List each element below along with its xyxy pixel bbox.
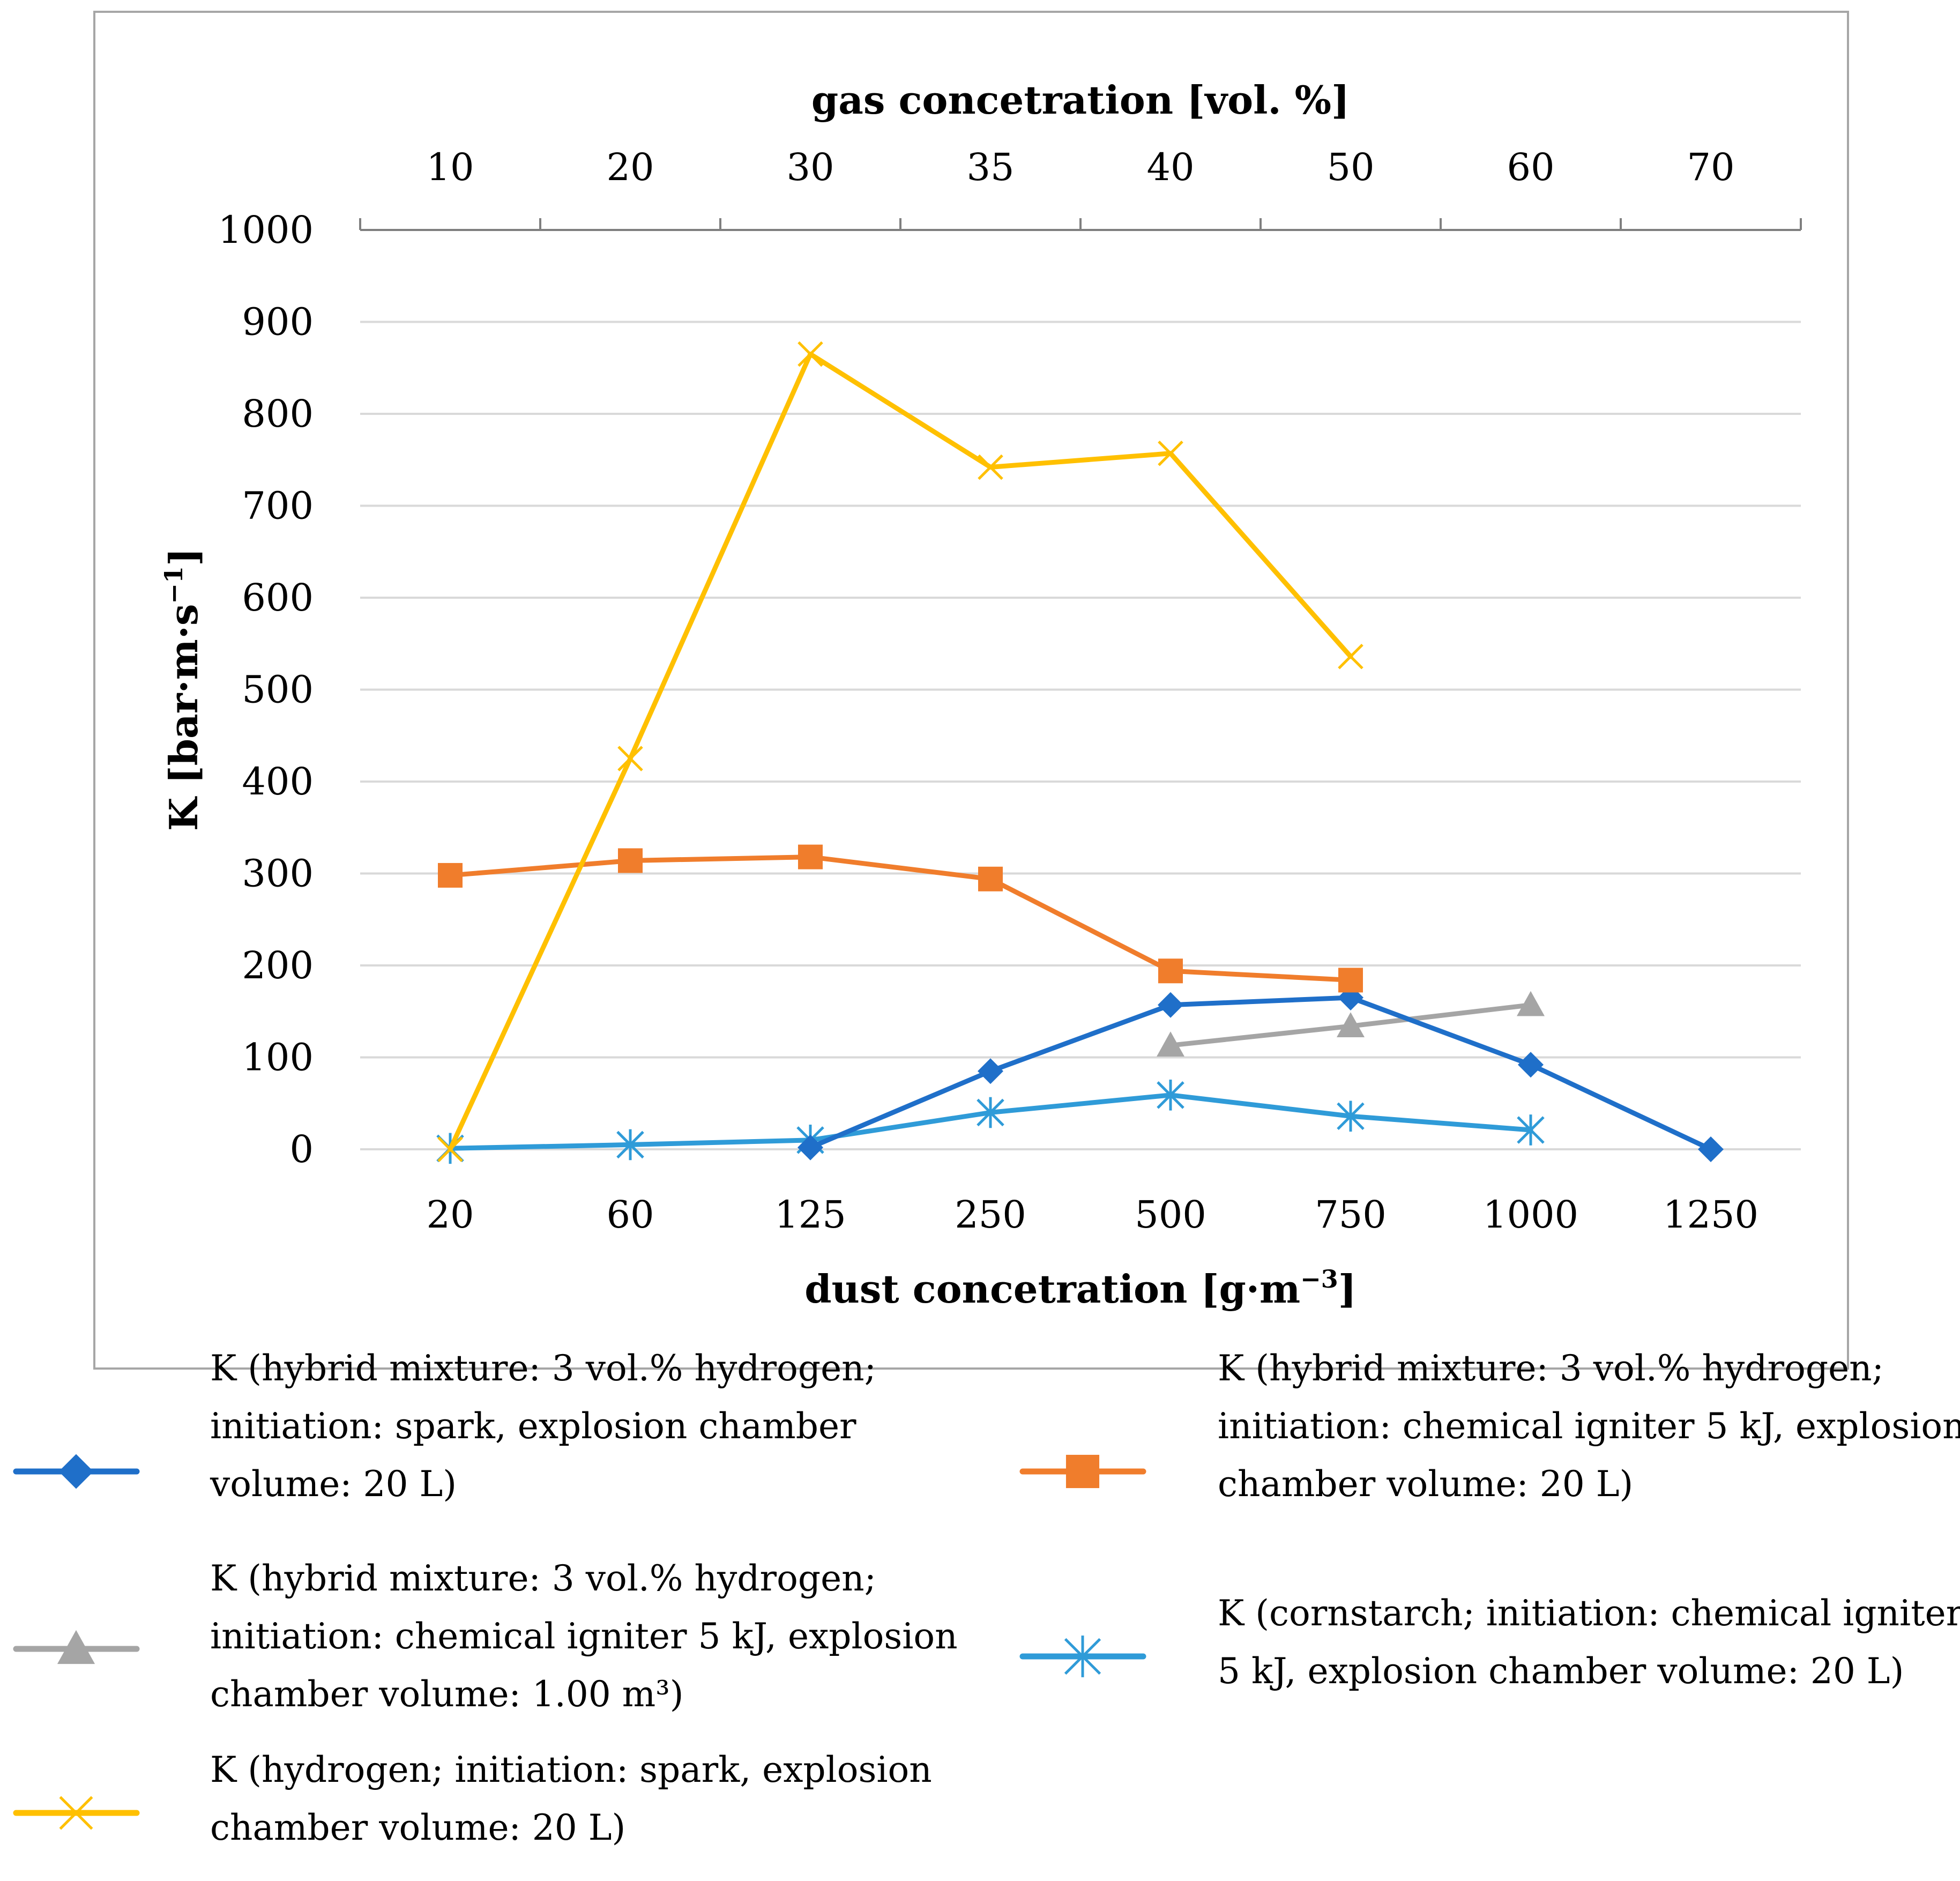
x-tick-label-bottom: 250 <box>955 1193 1026 1237</box>
legend-item-4: K (hydrogen; initiation: spark, explosio… <box>13 1749 932 1848</box>
y-tick-label: 900 <box>242 300 314 344</box>
data-point <box>1517 991 1545 1016</box>
legend-item-1: K (hybrid mixture: 3 vol.% hydrogen; init… <box>1019 1348 1960 1505</box>
data-point <box>616 1129 644 1161</box>
data-point <box>1337 1101 1365 1132</box>
y-tick-label: 600 <box>242 576 314 620</box>
legend-label: K (hydrogen; initiation: spark, explosio… <box>210 1749 932 1790</box>
labels: 0 100 200 300 400 500 600 700 800 900 1000 20 60 125 2… <box>159 77 1758 1312</box>
marker-stroke <box>437 1136 463 1162</box>
x-axis-title-bottom: dust concetration [g·m−3] <box>804 1265 1357 1312</box>
y-tick-label: 300 <box>242 852 314 896</box>
x-tick-label-bottom: 750 <box>1315 1193 1387 1237</box>
series-3 <box>436 1080 1545 1164</box>
x-tick-label-bottom: 1000 <box>1483 1193 1578 1237</box>
data-point <box>1157 1031 1184 1057</box>
x-tick-label-top: 35 <box>966 145 1014 189</box>
data-point <box>977 1097 1004 1128</box>
legend-label: K (hybrid mixture: 3 vol.% hydrogen; <box>1218 1348 1884 1389</box>
axes <box>359 218 1802 1150</box>
y-tick-label: 1000 <box>218 208 314 252</box>
data-point <box>1338 968 1363 993</box>
data-point <box>1338 643 1363 670</box>
data-point <box>1158 958 1183 984</box>
y-tick-label: 800 <box>242 392 314 436</box>
series-line <box>808 995 1713 1152</box>
y-tick-label: 700 <box>242 484 314 528</box>
legend-swatch-marker <box>58 1454 94 1489</box>
series-1 <box>438 844 1363 993</box>
legend-item-3: K (cornstarch; initiation: chemical igni… <box>1019 1593 1960 1692</box>
legend-swatch-marker <box>59 1796 93 1830</box>
y-tick-label: 200 <box>242 943 314 987</box>
gridlines <box>360 321 1801 1059</box>
x-tick-label-top: 50 <box>1326 145 1374 189</box>
x-tick-label-bottom: 60 <box>606 1193 654 1237</box>
legend-label: volume: 20 L) <box>210 1463 457 1505</box>
x-tick-label-top: 60 <box>1507 145 1554 189</box>
series-line <box>448 352 1353 1152</box>
series-0 <box>798 985 1724 1162</box>
series-2 <box>1157 991 1545 1057</box>
data-point <box>437 1136 463 1162</box>
legend-label: chamber volume: 20 L) <box>210 1807 625 1848</box>
legend-label: chamber volume: 1.00 m³) <box>210 1674 683 1715</box>
legend-label: chamber volume: 20 L) <box>1218 1463 1633 1505</box>
marker-stroke <box>798 341 823 367</box>
marker-stroke <box>1338 643 1363 670</box>
data-point <box>1698 1136 1724 1162</box>
data-point <box>798 1134 823 1161</box>
y-axis-title: K [bar·m·s−1] <box>159 548 206 831</box>
data-point <box>1157 1080 1184 1111</box>
series <box>436 341 1724 1164</box>
x-tick-label-top: 40 <box>1146 145 1194 189</box>
x-tick-label-bottom: 1250 <box>1663 1193 1758 1237</box>
marker-stroke <box>617 746 643 771</box>
legend-label: initiation: spark, explosion chamber <box>210 1406 856 1447</box>
y-tick-label: 400 <box>242 760 314 804</box>
legend-item-2: K (hybrid mixture: 3 vol.% hydrogen; init… <box>13 1558 958 1715</box>
data-point <box>1337 1012 1365 1037</box>
x-tick-label-top: 10 <box>426 145 474 189</box>
y-tick-label: 100 <box>242 1036 314 1080</box>
legend-label: initiation: chemical igniter 5 kJ, explo… <box>1218 1406 1960 1447</box>
x-tick-label-top: 20 <box>606 145 654 189</box>
y-tick-label: 0 <box>289 1127 314 1171</box>
legend-swatch-marker <box>1065 1454 1100 1489</box>
x-tick-label-bottom: 500 <box>1135 1193 1206 1237</box>
data-point <box>1518 1052 1544 1078</box>
series-4 <box>437 341 1363 1162</box>
data-point <box>798 844 823 869</box>
legend-label: K (hybrid mixture: 3 vol.% hydrogen; <box>210 1348 876 1389</box>
data-point <box>438 863 463 888</box>
y-tick-label: 500 <box>242 668 314 712</box>
x-tick-label-bottom: 20 <box>426 1193 474 1237</box>
data-point <box>978 866 1003 891</box>
data-point <box>618 848 643 873</box>
data-point <box>798 341 823 367</box>
legend-label: K (cornstarch; initiation: chemical igni… <box>1218 1593 1960 1634</box>
legend-swatch-marker <box>1064 1635 1101 1677</box>
data-point <box>978 1058 1003 1084</box>
legend-swatch-marker <box>57 1630 95 1664</box>
legend: K (hybrid mixture: 3 vol.% hydrogen; init… <box>13 1348 1960 1848</box>
data-point <box>978 454 1003 480</box>
legend-label: initiation: chemical igniter 5 kJ, explo… <box>210 1616 958 1657</box>
data-point <box>1517 1114 1545 1146</box>
x-axis-title-top: gas concetration [vol. %] <box>811 77 1350 123</box>
legend-item-0: K (hybrid mixture: 3 vol.% hydrogen; init… <box>13 1348 876 1505</box>
marker-stroke <box>978 454 1003 480</box>
x-tick-label-top: 30 <box>786 145 834 189</box>
legend-label: K (hybrid mixture: 3 vol.% hydrogen; <box>210 1558 876 1599</box>
x-tick-label-top: 70 <box>1687 145 1734 189</box>
data-point <box>1158 992 1183 1018</box>
data-point <box>1158 440 1183 466</box>
marker-stroke <box>59 1796 93 1830</box>
x-tick-label-bottom: 125 <box>774 1193 846 1237</box>
data-point <box>617 746 643 771</box>
marker-stroke <box>1158 440 1183 466</box>
legend-label: 5 kJ, explosion chamber volume: 20 L) <box>1218 1650 1904 1692</box>
series-line <box>448 854 1353 983</box>
